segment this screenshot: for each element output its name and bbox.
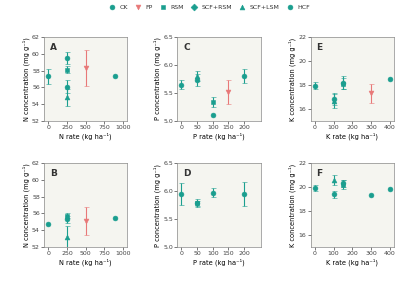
- Text: D: D: [183, 169, 191, 178]
- Text: A: A: [50, 43, 57, 52]
- X-axis label: K rate (kg ha⁻¹): K rate (kg ha⁻¹): [326, 132, 378, 140]
- X-axis label: P rate (kg ha⁻¹): P rate (kg ha⁻¹): [193, 258, 245, 266]
- Text: E: E: [316, 43, 323, 52]
- X-axis label: N rate (kg ha⁻¹): N rate (kg ha⁻¹): [59, 258, 112, 266]
- Text: C: C: [183, 43, 190, 52]
- Y-axis label: N concentration (mg g⁻¹): N concentration (mg g⁻¹): [22, 163, 30, 247]
- Text: B: B: [50, 169, 57, 178]
- Y-axis label: N concentration (mg g⁻¹): N concentration (mg g⁻¹): [22, 37, 30, 121]
- X-axis label: N rate (kg ha⁻¹): N rate (kg ha⁻¹): [59, 132, 112, 140]
- Y-axis label: P concentration (mg g⁻¹): P concentration (mg g⁻¹): [154, 164, 161, 247]
- Y-axis label: P concentration (mg g⁻¹): P concentration (mg g⁻¹): [154, 37, 161, 120]
- Legend: CK, FP, RSM, SCF+RSM, SCF+LSM, HCF: CK, FP, RSM, SCF+RSM, SCF+LSM, HCF: [105, 3, 311, 11]
- Text: F: F: [316, 169, 323, 178]
- Y-axis label: K concentration (mg g⁻¹): K concentration (mg g⁻¹): [289, 163, 296, 247]
- X-axis label: K rate (kg ha⁻¹): K rate (kg ha⁻¹): [326, 258, 378, 266]
- Y-axis label: K concentration (mg g⁻¹): K concentration (mg g⁻¹): [289, 37, 296, 121]
- X-axis label: P rate (kg ha⁻¹): P rate (kg ha⁻¹): [193, 132, 245, 140]
